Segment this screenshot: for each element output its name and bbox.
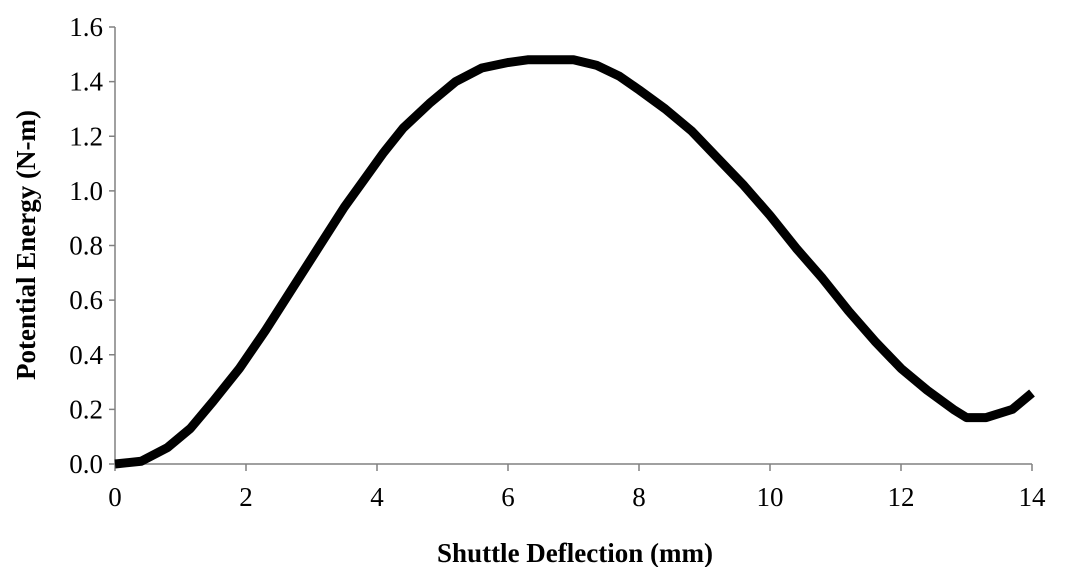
y-tick-label: 1.6 — [69, 12, 103, 42]
y-tick-label: 1.4 — [69, 67, 103, 97]
x-tick-label: 0 — [108, 482, 122, 512]
ticks-layer: 0.0 0.2 0.4 0.6 0.8 1.0 1.2 1.4 1.6 0 2 4 6 8 10 12 14 — [69, 12, 1046, 512]
series-layer — [115, 60, 1032, 464]
y-tick-label: 0.6 — [69, 285, 103, 315]
series-line-1 — [115, 60, 1032, 464]
x-tick-label: 2 — [239, 482, 253, 512]
x-axis-title: Shuttle Deflection (mm) — [437, 538, 713, 567]
y-tick-label: 0.0 — [69, 449, 103, 479]
y-tick-label: 0.2 — [69, 394, 103, 424]
y-tick-label: 1.0 — [69, 176, 103, 206]
axes-layer — [115, 27, 1032, 464]
x-tick-label: 14 — [1019, 482, 1047, 512]
y-tick-label: 0.8 — [69, 231, 103, 261]
y-axis-title: Potential Energy (N-m) — [11, 110, 41, 380]
y-tick-label: 1.2 — [69, 121, 103, 151]
x-tick-label: 6 — [501, 482, 515, 512]
x-tick-label: 4 — [370, 482, 384, 512]
x-tick-label: 10 — [757, 482, 784, 512]
x-tick-label: 8 — [632, 482, 646, 512]
y-tick-label: 0.4 — [69, 340, 103, 370]
x-tick-label: 12 — [888, 482, 915, 512]
